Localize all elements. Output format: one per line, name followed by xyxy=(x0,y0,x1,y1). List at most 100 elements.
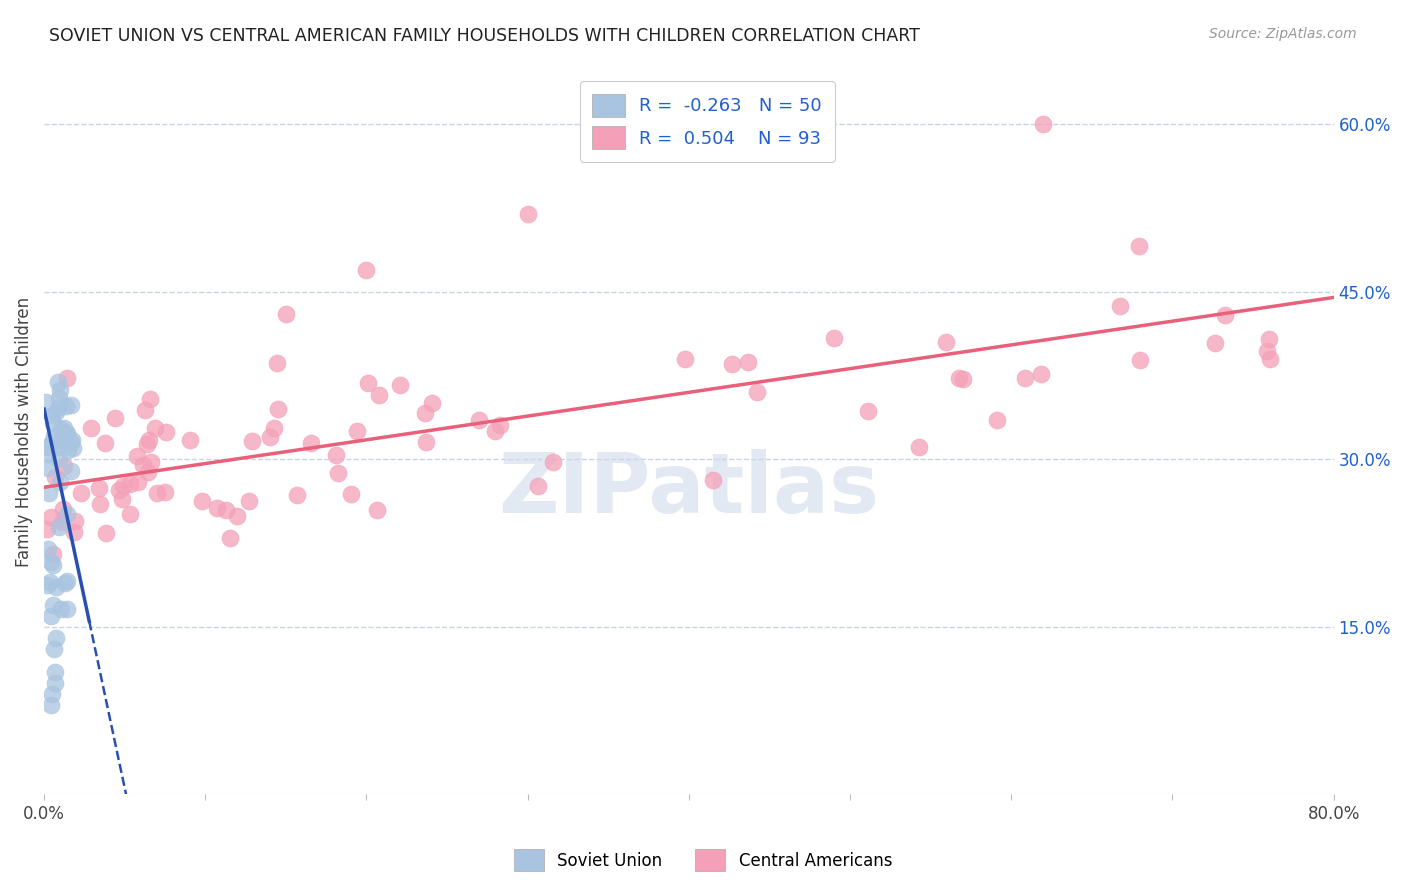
Point xyxy=(118,476,141,491)
Point xyxy=(108,483,131,497)
Point xyxy=(225,508,247,523)
Point xyxy=(1258,351,1281,366)
Point xyxy=(53,458,76,473)
Point xyxy=(388,377,411,392)
Point xyxy=(96,525,118,540)
Point xyxy=(49,475,72,489)
Point xyxy=(138,433,160,447)
Point xyxy=(484,424,506,438)
Point xyxy=(118,508,141,522)
Point xyxy=(39,555,62,569)
Point xyxy=(48,401,70,415)
Point xyxy=(143,421,166,435)
Point xyxy=(285,488,308,502)
Point xyxy=(70,485,93,500)
Point xyxy=(721,357,744,371)
Point xyxy=(1256,344,1278,359)
Point xyxy=(44,665,66,679)
Point xyxy=(422,396,444,410)
Point xyxy=(55,399,77,413)
Text: ZIPatlas: ZIPatlas xyxy=(498,449,879,530)
Point xyxy=(89,497,111,511)
Point xyxy=(673,351,696,366)
Point xyxy=(37,447,59,461)
Point xyxy=(52,501,75,516)
Point xyxy=(266,356,288,370)
Point xyxy=(823,331,845,345)
Point xyxy=(527,479,550,493)
Point xyxy=(104,411,127,425)
Point xyxy=(63,525,86,540)
Point xyxy=(45,580,67,594)
Point xyxy=(80,421,103,435)
Point xyxy=(1029,367,1052,381)
Point xyxy=(139,392,162,406)
Point xyxy=(56,601,79,615)
Point xyxy=(346,424,368,438)
Point xyxy=(45,631,67,645)
Text: SOVIET UNION VS CENTRAL AMERICAN FAMILY HOUSEHOLDS WITH CHILDREN CORRELATION CHA: SOVIET UNION VS CENTRAL AMERICAN FAMILY … xyxy=(49,27,920,45)
Point xyxy=(48,452,70,467)
Point xyxy=(238,494,260,508)
Point xyxy=(325,449,347,463)
Point xyxy=(935,334,957,349)
Point xyxy=(53,421,76,435)
Point xyxy=(127,475,149,489)
Point xyxy=(702,473,724,487)
Point xyxy=(41,558,63,572)
Point xyxy=(41,687,63,701)
Point xyxy=(737,354,759,368)
Point xyxy=(1129,352,1152,367)
Point xyxy=(63,514,86,528)
Point xyxy=(1257,332,1279,346)
Point xyxy=(39,509,62,524)
Point xyxy=(259,430,281,444)
Point xyxy=(112,479,135,493)
Point xyxy=(42,416,65,430)
Point xyxy=(856,404,879,418)
Point xyxy=(49,602,72,616)
Point xyxy=(53,430,76,444)
Point xyxy=(215,503,238,517)
Point xyxy=(952,371,974,385)
Point xyxy=(62,441,84,455)
Point xyxy=(37,541,59,556)
Point xyxy=(299,435,322,450)
Point xyxy=(93,436,115,450)
Point xyxy=(745,385,768,400)
Point xyxy=(468,413,491,427)
Point xyxy=(35,578,58,592)
Y-axis label: Family Households with Children: Family Households with Children xyxy=(15,296,32,566)
Point xyxy=(49,422,72,436)
Point xyxy=(39,608,62,623)
Point xyxy=(155,425,177,440)
Point xyxy=(39,575,62,590)
Point xyxy=(111,492,134,507)
Point xyxy=(41,435,63,450)
Point xyxy=(60,434,83,448)
Point xyxy=(44,675,66,690)
Point xyxy=(136,465,159,479)
Point xyxy=(42,598,65,612)
Point xyxy=(60,464,83,478)
Point xyxy=(56,371,79,385)
Point xyxy=(218,531,240,545)
Point xyxy=(948,370,970,384)
Point xyxy=(59,434,82,449)
Point xyxy=(89,481,111,495)
Point xyxy=(191,494,214,508)
Point xyxy=(146,486,169,500)
Point xyxy=(56,507,79,521)
Point xyxy=(368,388,391,402)
Point xyxy=(44,642,66,657)
Point xyxy=(56,425,79,440)
Point xyxy=(267,401,290,416)
Point xyxy=(35,522,58,536)
Point xyxy=(274,307,297,321)
Point xyxy=(543,454,565,468)
Point xyxy=(37,460,59,475)
Point xyxy=(48,520,70,534)
Point xyxy=(155,484,177,499)
Point xyxy=(328,466,350,480)
Point xyxy=(1128,239,1150,253)
